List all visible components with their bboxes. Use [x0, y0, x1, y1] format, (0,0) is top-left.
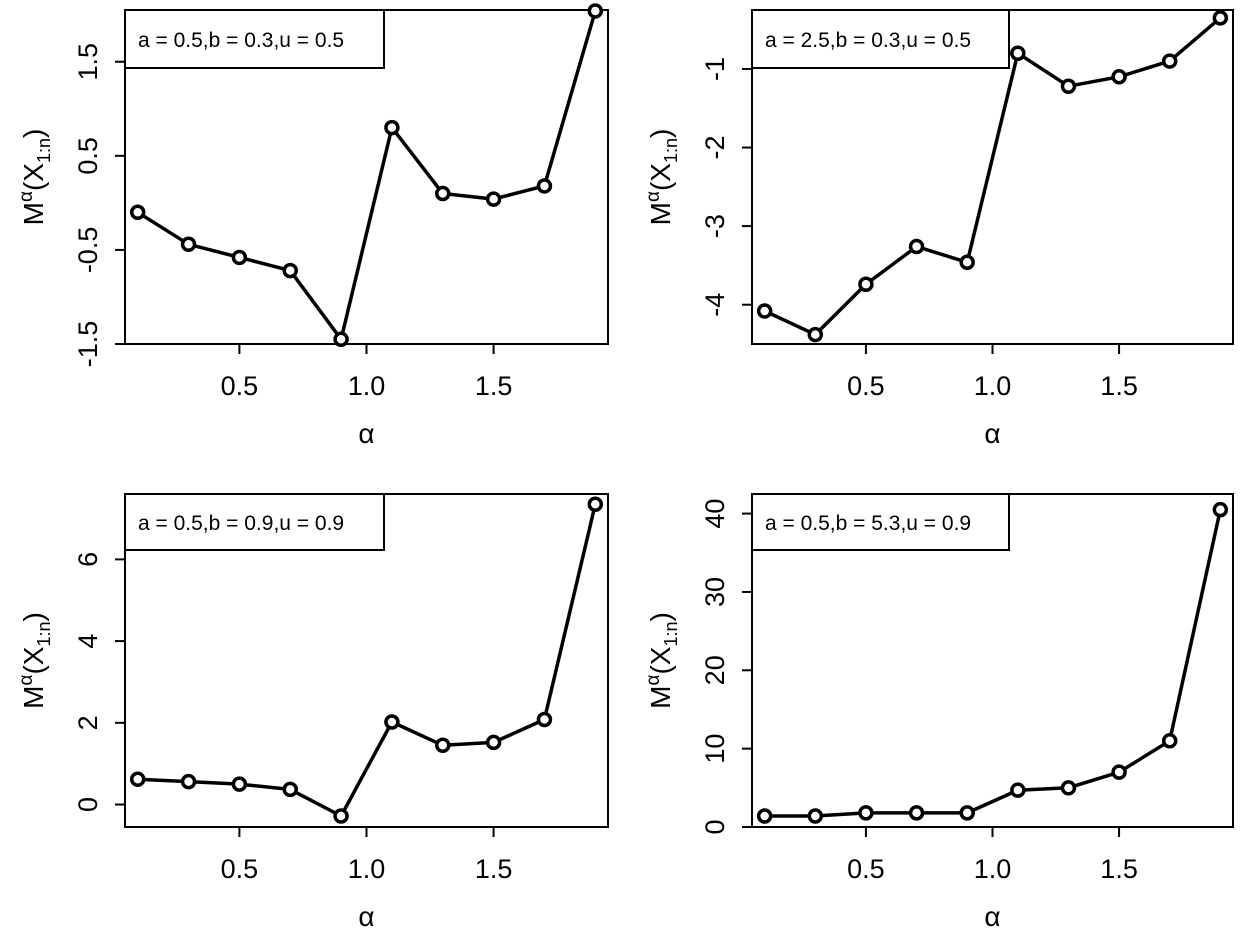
data-point	[756, 303, 773, 319]
legend-text: a = 0.5,b = 0.9,u = 0.9	[138, 512, 344, 535]
y-axis-title: Mα(X1:n)	[643, 129, 681, 226]
data-point	[435, 737, 451, 754]
data-point	[231, 249, 248, 266]
data-point	[807, 808, 824, 824]
x-axis-title: α	[358, 418, 374, 449]
y-tick-label: -1	[700, 57, 730, 81]
x-tick-label: 0.5	[221, 371, 259, 401]
legend-text: a = 0.5,b = 0.3,u = 0.5	[138, 29, 344, 52]
x-tick-label: 1.5	[1100, 854, 1138, 884]
data-point	[587, 3, 604, 19]
legend-text: a = 0.5,b = 5.3,u = 0.9	[765, 512, 971, 535]
data-point	[908, 805, 925, 821]
y-tick-label: 40	[700, 499, 730, 529]
x-tick-label: 1.0	[348, 371, 386, 401]
data-point	[333, 331, 349, 348]
data-point	[1111, 764, 1127, 780]
data-point	[1060, 780, 1077, 796]
data-point	[435, 185, 451, 202]
y-tick-label: -4	[700, 293, 730, 317]
x-tick-label: 0.5	[847, 854, 885, 884]
x-tick-label: 1.5	[475, 371, 513, 401]
data-point	[858, 805, 874, 821]
data-point	[1060, 78, 1077, 94]
data-point	[959, 254, 975, 271]
data-point	[129, 771, 146, 787]
legend-box	[751, 493, 1010, 551]
y-tick-label: 0	[73, 797, 103, 812]
data-point	[536, 711, 553, 728]
panel-4: 0.5 1.0 1.5 0 10 20 30 40 α Mα(X1:n) a = 0.5,b = 5…	[643, 493, 1234, 932]
data-point	[384, 119, 400, 136]
data-point	[959, 805, 975, 821]
y-tick-label: 2	[73, 715, 103, 730]
data-point	[908, 238, 925, 255]
x-axis-title: α	[984, 901, 1000, 932]
x-tick-label: 1.5	[475, 854, 513, 884]
y-axis-title: Mα(X1:n)	[16, 612, 54, 709]
series-line	[764, 509, 1223, 818]
data-point	[1161, 53, 1178, 69]
y-tick-label: 4	[73, 634, 103, 649]
y-tick-label: -2	[700, 136, 730, 160]
y-tick-label: -1.5	[73, 321, 103, 368]
y-tick-label: 20	[700, 655, 730, 685]
data-point	[1212, 501, 1229, 518]
data-point	[282, 781, 298, 798]
data-point	[333, 808, 349, 824]
data-point	[756, 808, 773, 824]
y-axis-title: Mα(X1:n)	[16, 129, 54, 226]
data-point	[180, 236, 197, 253]
x-tick-label: 0.5	[221, 854, 259, 884]
data-point	[807, 326, 824, 343]
data-point	[180, 773, 197, 790]
data-point	[536, 178, 553, 194]
x-axis-title: α	[984, 418, 1000, 449]
y-tick-label: 30	[700, 577, 730, 607]
x-tick-label: 1.0	[974, 854, 1012, 884]
data-point	[282, 262, 298, 279]
data-point	[1010, 45, 1026, 61]
x-tick-label: 0.5	[847, 371, 885, 401]
data-point	[384, 714, 400, 730]
series-line	[136, 10, 597, 342]
data-point	[1161, 733, 1178, 749]
panel-3: 0.5 1.0 1.5 0 2 4 6 α Mα(X1:n) a = 0.5,b = 0.9,u …	[16, 493, 609, 932]
series-line	[137, 503, 598, 818]
x-tick-label: 1.5	[1100, 371, 1138, 401]
y-tick-label: 0	[700, 819, 730, 834]
y-tick-label: -0.5	[73, 227, 103, 274]
data-point	[129, 204, 146, 221]
data-point	[1010, 782, 1026, 798]
y-tick-label: -3	[700, 214, 730, 238]
series-line	[763, 16, 1222, 337]
data-point	[231, 776, 248, 792]
data-point	[1212, 10, 1229, 26]
x-axis-title: α	[358, 901, 374, 932]
panel-1: 0.5 1.0 1.5 -1.5 -0.5 0.5 1.5 α Mα(X1:n) a = 0.5,…	[16, 3, 609, 449]
panel-2: 0.5 1.0 1.5 -4 -3 -2 -1 α Mα(X1:n) a = 2.5,b = 0.…	[643, 9, 1234, 449]
y-tick-label: 6	[73, 552, 103, 567]
y-axis-title: Mα(X1:n)	[643, 612, 681, 709]
x-tick-label: 1.0	[974, 371, 1012, 401]
data-point	[485, 734, 502, 751]
legend-box	[124, 493, 385, 551]
legend-box	[751, 9, 1010, 69]
y-tick-label: 1.5	[73, 43, 103, 81]
data-point	[485, 191, 502, 207]
data-point	[1111, 69, 1127, 85]
y-tick-label: 0.5	[73, 137, 103, 175]
legend-box	[124, 9, 385, 69]
data-point	[858, 276, 874, 293]
x-tick-label: 1.0	[348, 854, 386, 884]
y-tick-label: 10	[700, 734, 730, 764]
legend-text: a = 2.5,b = 0.3,u = 0.5	[765, 29, 971, 52]
data-point	[587, 496, 604, 512]
